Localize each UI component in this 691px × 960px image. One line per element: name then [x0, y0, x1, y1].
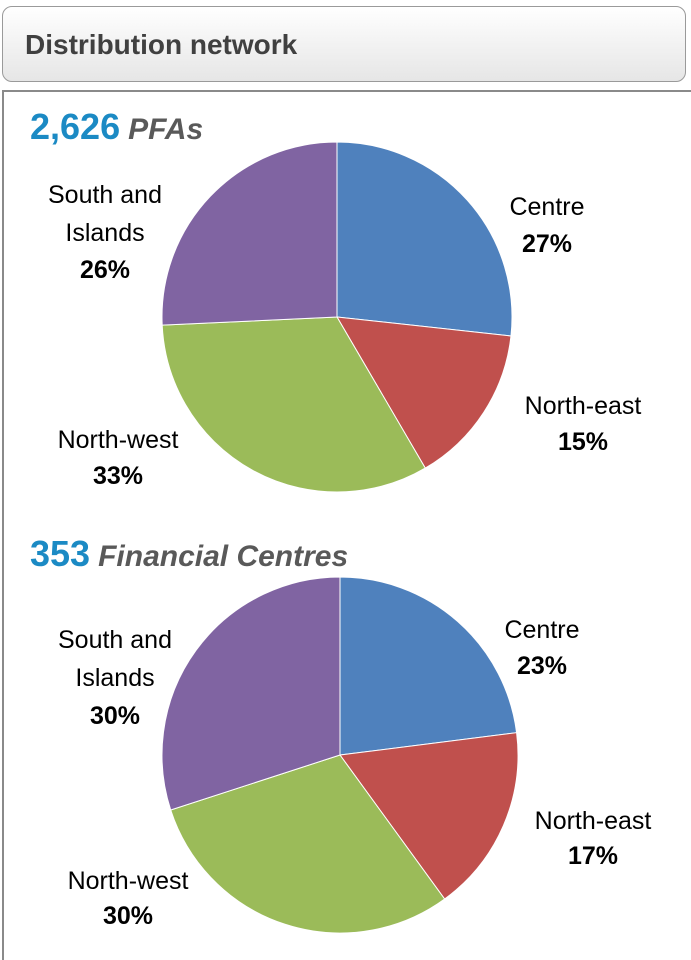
- slice-value: 26%: [79, 256, 131, 284]
- panel: [2, 90, 691, 960]
- pie-slice: [339, 732, 519, 900]
- pie-slice: [161, 316, 426, 493]
- slice-label: North-east: [534, 807, 652, 835]
- slice-label: North-east: [524, 392, 642, 420]
- slice-label: North-west: [57, 426, 179, 454]
- slice-label: North-west: [67, 867, 189, 895]
- slice-label: South and Islands: [58, 626, 172, 692]
- pie-slice: [336, 316, 512, 469]
- chart-title: 2,626 PFAs: [30, 106, 203, 148]
- slice-value: 33%: [92, 462, 144, 490]
- slice-label: Centre: [509, 193, 585, 221]
- title-text: PFAs: [128, 113, 204, 146]
- header-title: Distribution network: [25, 29, 298, 60]
- slice-value: 23%: [516, 652, 568, 680]
- slice-value: 30%: [89, 702, 141, 730]
- header: Distribution network: [2, 6, 686, 82]
- pie-slice: [161, 141, 338, 326]
- pie-slice: [161, 576, 341, 811]
- pie-slice: [170, 754, 446, 934]
- slice-value: 15%: [557, 428, 609, 456]
- slice-value: 27%: [521, 230, 573, 258]
- slice-label: South and Islands: [48, 181, 162, 247]
- slice-value: 17%: [567, 842, 619, 870]
- slice-value: 30%: [102, 902, 154, 930]
- title-number: 2,626: [30, 106, 121, 147]
- title-text: Financial Centres: [98, 540, 349, 573]
- slice-label: Centre: [504, 616, 580, 644]
- pie-slice: [339, 576, 518, 756]
- title-number: 353: [30, 533, 91, 574]
- chart-title: 353 Financial Centres: [30, 533, 348, 575]
- pie-slice: [336, 141, 513, 337]
